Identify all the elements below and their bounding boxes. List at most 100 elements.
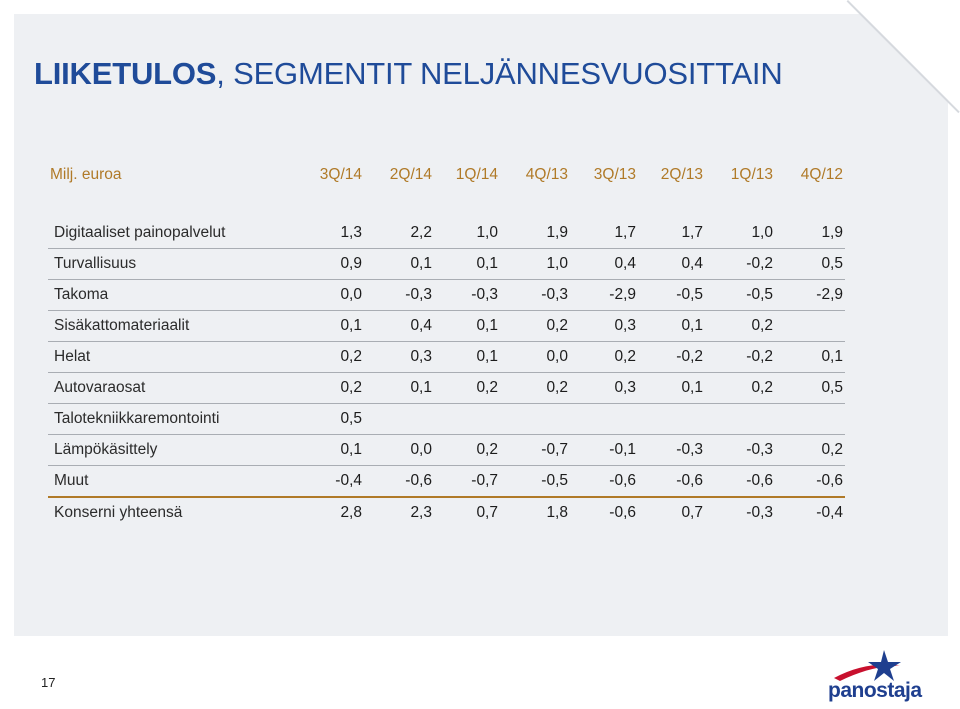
row-value: 1,0 [500, 248, 570, 280]
row-value: -0,6 [705, 465, 775, 498]
row-value [434, 403, 500, 435]
row-value: -0,5 [500, 465, 570, 498]
table-row: Takoma 0,0 -0,3 -0,3 -0,3 -2,9 -0,5 -0,5 -2,9 [48, 279, 845, 311]
table-row: Sisäkattomateriaalit 0,1 0,4 0,1 0,2 0,3 0,1 0,… [48, 310, 845, 342]
row-value: -0,6 [609, 504, 636, 521]
row-value: 2,8 [340, 504, 362, 521]
row-value: 2,3 [410, 504, 432, 521]
row-value: 0,2 [434, 434, 500, 466]
slide-title: LIIKETULOS, SEGMENTIT NELJÄNNESVUOSITTAI… [34, 56, 783, 92]
row-value: 0,3 [364, 341, 434, 373]
page-number: 17 [41, 675, 56, 690]
row-value: 0,4 [638, 248, 705, 280]
row-value: 0,5 [316, 403, 364, 435]
row-value [570, 403, 638, 435]
row-value: -0,3 [638, 434, 705, 466]
row-value: -0,3 [746, 504, 773, 521]
table-row: Lämpökäsittely 0,1 0,0 0,2 -0,7 -0,1 -0,3 -0,3 0… [48, 434, 845, 466]
row-value: 0,1 [434, 310, 500, 342]
header-period: 4Q/13 [525, 166, 568, 183]
row-value: 0,1 [775, 341, 845, 373]
row-value: 1,7 [638, 218, 705, 249]
row-value: 0,2 [434, 372, 500, 404]
slide-title-rest: , SEGMENTIT NELJÄNNESVUOSITTAIN [216, 56, 783, 91]
row-label: Turvallisuus [48, 248, 316, 280]
row-value: -0,7 [500, 434, 570, 466]
row-value: 1,3 [316, 218, 364, 249]
slide-title-bold: LIIKETULOS [34, 56, 217, 91]
row-value: -0,6 [775, 465, 845, 498]
row-value [705, 403, 775, 435]
row-value: 0,4 [364, 310, 434, 342]
row-value: 2,2 [364, 218, 434, 249]
table-row: Turvallisuus 0,9 0,1 0,1 1,0 0,4 0,4 -0,2 0,5 [48, 248, 845, 280]
segment-results-table: Milj. euroa 3Q/14 2Q/14 1Q/14 4Q/13 3Q/1… [48, 160, 845, 528]
row-value: 0,2 [500, 310, 570, 342]
logo-text: panostaja [828, 679, 922, 702]
row-value: 0,3 [570, 310, 638, 342]
row-value: -0,6 [570, 465, 638, 498]
row-value: 0,1 [638, 372, 705, 404]
row-value: -0,2 [705, 248, 775, 280]
row-value: 0,1 [638, 310, 705, 342]
row-value: -0,6 [638, 465, 705, 498]
row-value: 0,1 [316, 310, 364, 342]
row-value: 0,0 [316, 279, 364, 311]
header-unit: Milj. euroa [50, 166, 122, 183]
row-value: 0,2 [500, 372, 570, 404]
star-swoosh-icon [834, 650, 901, 681]
row-value: 0,2 [705, 372, 775, 404]
header-period: 1Q/14 [455, 166, 498, 183]
row-value: 1,9 [775, 218, 845, 249]
row-value: 1,0 [705, 218, 775, 249]
row-value: 0,0 [364, 434, 434, 466]
row-value: 0,2 [316, 372, 364, 404]
row-value: -2,9 [570, 279, 638, 311]
row-label: Muut [48, 465, 316, 498]
row-value: 0,2 [316, 341, 364, 373]
row-value [500, 403, 570, 435]
row-value: 0,0 [500, 341, 570, 373]
row-value: 0,9 [316, 248, 364, 280]
header-period: 4Q/12 [800, 166, 843, 183]
row-value: -0,5 [705, 279, 775, 311]
row-label: Autovaraosat [48, 372, 316, 404]
row-label: Helat [48, 341, 316, 373]
header-period: 2Q/13 [660, 166, 703, 183]
row-label: Sisäkattomateriaalit [48, 310, 316, 342]
row-value: 0,1 [434, 341, 500, 373]
row-value: 0,2 [775, 434, 845, 466]
table-row: Autovaraosat 0,2 0,1 0,2 0,2 0,3 0,1 0,2 0,5 [48, 372, 845, 404]
row-value [775, 403, 845, 435]
row-value: -0,4 [316, 465, 364, 498]
row-value [364, 403, 434, 435]
row-value: 0,1 [364, 372, 434, 404]
row-label: Talotekniikkaremontointi [48, 403, 316, 435]
row-value: -0,4 [816, 504, 843, 521]
table-row: Muut -0,4 -0,6 -0,7 -0,5 -0,6 -0,6 -0,6 -0,6 [48, 465, 845, 498]
header-period: 1Q/13 [730, 166, 773, 183]
table-row: Helat 0,2 0,3 0,1 0,0 0,2 -0,2 -0,2 0,1 [48, 341, 845, 373]
row-value: -0,6 [364, 465, 434, 498]
row-value: 0,2 [705, 310, 775, 342]
row-value: -0,2 [705, 341, 775, 373]
row-label: Digitaaliset painopalvelut [48, 218, 316, 249]
row-value: 0,5 [775, 248, 845, 280]
row-value [638, 403, 705, 435]
table-row: Konserni yhteensä 2,8 2,3 0,7 1,8 -0,6 0,7 -0,3… [48, 497, 845, 528]
row-value: 0,1 [364, 248, 434, 280]
row-value: 0,3 [570, 372, 638, 404]
row-value: -0,7 [434, 465, 500, 498]
row-value: 0,2 [570, 341, 638, 373]
row-value: -0,3 [500, 279, 570, 311]
table-row: Digitaaliset painopalvelut 1,3 2,2 1,0 1,9 1,… [48, 218, 845, 249]
row-value: -0,2 [638, 341, 705, 373]
row-value: -0,3 [705, 434, 775, 466]
row-value [775, 310, 845, 342]
row-value: 0,5 [775, 372, 845, 404]
row-label: Lämpökäsittely [48, 434, 316, 466]
row-value: 0,1 [316, 434, 364, 466]
row-value: -0,1 [570, 434, 638, 466]
row-value: 0,7 [476, 504, 498, 521]
row-value: 1,0 [434, 218, 500, 249]
